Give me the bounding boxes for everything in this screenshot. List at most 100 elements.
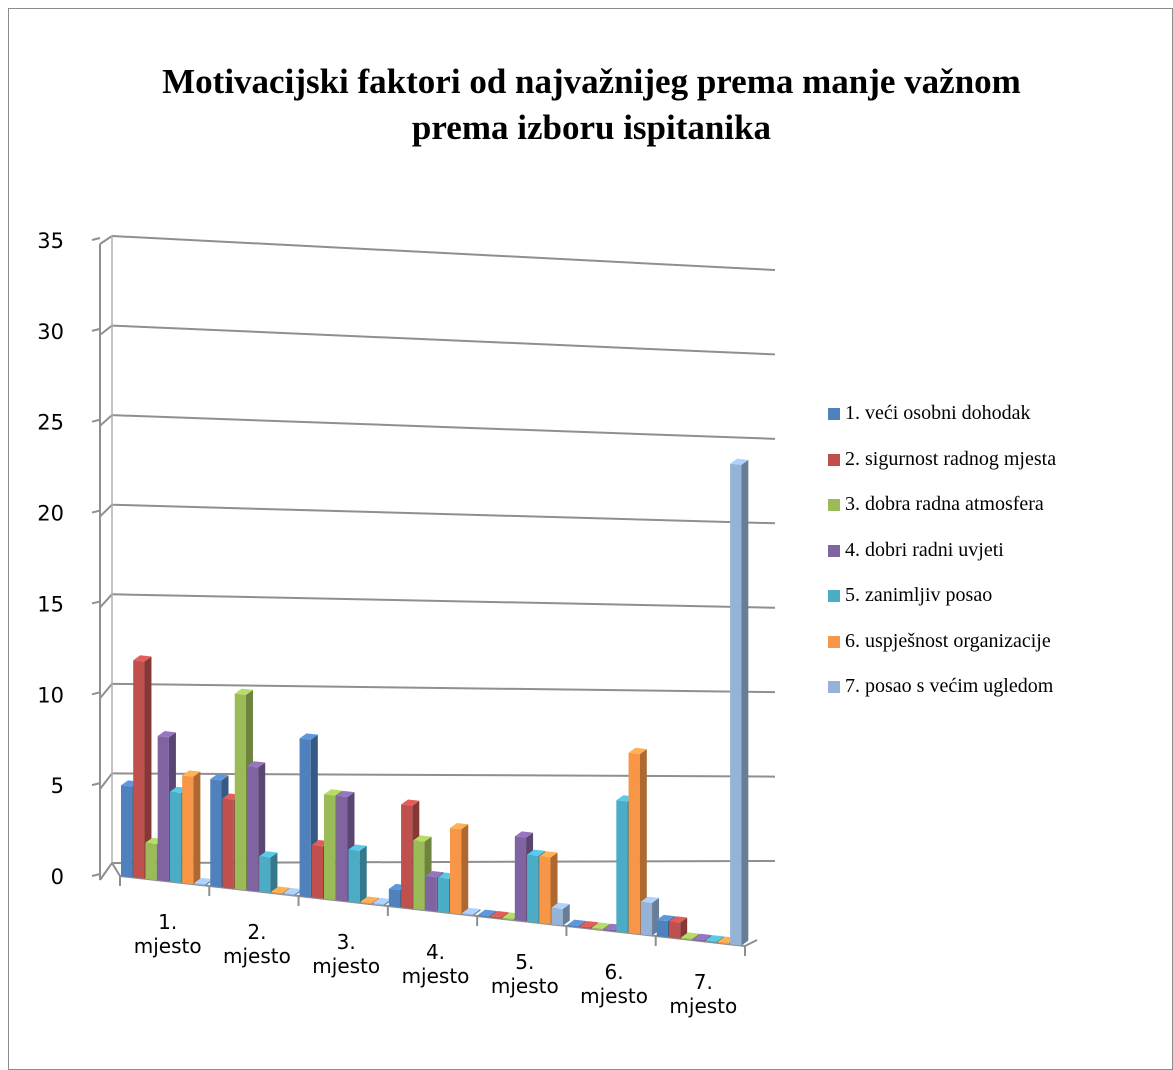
x-tick-label: 2. mjesto (223, 920, 291, 968)
bar-top-face (234, 688, 253, 695)
legend-swatch (828, 590, 840, 602)
gridline (111, 593, 776, 609)
bar-top-face (640, 896, 660, 903)
y-tick-label: 0 (51, 865, 64, 889)
bar-side-face (473, 909, 481, 916)
y-tick-label: 20 (37, 502, 64, 526)
bar-front-face (324, 794, 336, 901)
bar (348, 844, 367, 903)
legend-item: 2. sigurnost radnog mjesta (828, 448, 1168, 494)
bar (730, 458, 749, 946)
y-axis: 0 5 10 15 20 25 30 35 (37, 229, 113, 889)
bar-side-face (562, 903, 570, 926)
bar-top-face (656, 914, 675, 922)
y-tick-label: 30 (37, 320, 64, 344)
bar-side-face (680, 917, 688, 939)
gridline (111, 772, 776, 778)
bar-top-face (527, 849, 546, 856)
chart-legend: 1. veći osobni dohodak 2. sigurnost radno… (828, 402, 1168, 721)
bar-front-face (579, 925, 591, 929)
bar-front-face (527, 854, 539, 923)
bar-front-face (401, 804, 413, 909)
bar-top-face (478, 909, 497, 916)
bar-front-face (425, 876, 437, 912)
bar (640, 896, 660, 936)
bar-front-face (449, 827, 462, 915)
bar-top-face (514, 831, 534, 838)
legend-label: 4. dobri radni uvjeti (845, 538, 1004, 561)
gridline-depth (99, 324, 113, 336)
bar (668, 916, 688, 939)
bar-top-face (210, 774, 229, 781)
gridline-depth (99, 772, 113, 790)
bar-top-face (490, 910, 509, 918)
bar-front-face (628, 752, 640, 935)
y-tick-label: 15 (37, 592, 64, 616)
bar-front-face (388, 888, 401, 908)
bar-front-face (604, 928, 616, 932)
y-tick (91, 691, 101, 696)
legend-label: 6. uspješnost organizacije (845, 629, 1051, 652)
bar-side-face (144, 656, 152, 879)
bar-front-face (640, 901, 653, 936)
bar-top-face (628, 747, 647, 755)
bar-front-face (348, 849, 360, 903)
bar-top-face (324, 789, 343, 796)
bar (259, 851, 278, 893)
bar-top-face (348, 844, 367, 851)
gridline-depth (99, 683, 113, 699)
y-tick (91, 873, 101, 877)
bar-front-face (182, 775, 194, 885)
bar-front-face (311, 845, 324, 899)
legend-label: 5. zanimljiv posao (845, 584, 993, 606)
legend-swatch (828, 408, 840, 420)
bar-front-face (169, 791, 182, 883)
y-tick-label: 10 (37, 683, 64, 707)
bar-top-face (271, 886, 290, 893)
bar-top-face (133, 655, 152, 662)
bar-front-face (717, 941, 730, 945)
chart-frame: Motivacijski faktori od najvažnijeg prem… (8, 8, 1173, 1070)
x-tick-labels: 1. mjesto 2. mjesto 3. mjesto 4. mjesto 5. mjesto… (134, 910, 738, 1018)
bar-top-face (194, 877, 213, 885)
bar-front-face (120, 785, 133, 878)
bar-top-face (449, 822, 469, 830)
bar (551, 902, 570, 926)
gridline (111, 324, 776, 356)
y-tick-label: 35 (37, 229, 64, 253)
y-tick-label: 25 (37, 411, 64, 435)
bar-front-face (210, 779, 222, 888)
bar-front-face (194, 882, 206, 886)
bar-top-face (259, 851, 278, 858)
bar-top-face (401, 799, 420, 806)
bar-front-face (514, 836, 527, 922)
bar-front-face (539, 856, 551, 925)
gridlines (99, 235, 776, 881)
x-tick-label: 6. mjesto (580, 960, 648, 1008)
bar (449, 822, 469, 915)
bar-top-face (567, 919, 586, 926)
bar-top-face (681, 932, 700, 939)
bar-front-face (133, 660, 145, 879)
legend-swatch (828, 453, 840, 466)
gridline-depth (99, 235, 113, 245)
bar-front-face (437, 877, 450, 913)
legend-item: 6. uspješnost organizacije (828, 630, 1168, 676)
legend-swatch (828, 681, 840, 693)
bar (133, 655, 152, 879)
bar-front-face (705, 940, 717, 943)
bar-top-face (413, 835, 432, 842)
bar-top-face (246, 761, 266, 768)
bar-front-face (336, 795, 348, 902)
legend-item: 3. dobra radna atmosfera (828, 493, 1168, 539)
bar-top-face (360, 896, 379, 903)
legend-swatch (828, 544, 840, 557)
gridline (111, 503, 776, 525)
bar-side-face (461, 824, 469, 915)
x-tick-label: 7. mjesto (669, 970, 737, 1018)
bar-top-face (705, 935, 724, 942)
y-tick-label: 5 (51, 774, 64, 798)
bar-front-face (299, 738, 311, 898)
gridline (111, 235, 776, 271)
bar-front-face (360, 901, 372, 905)
